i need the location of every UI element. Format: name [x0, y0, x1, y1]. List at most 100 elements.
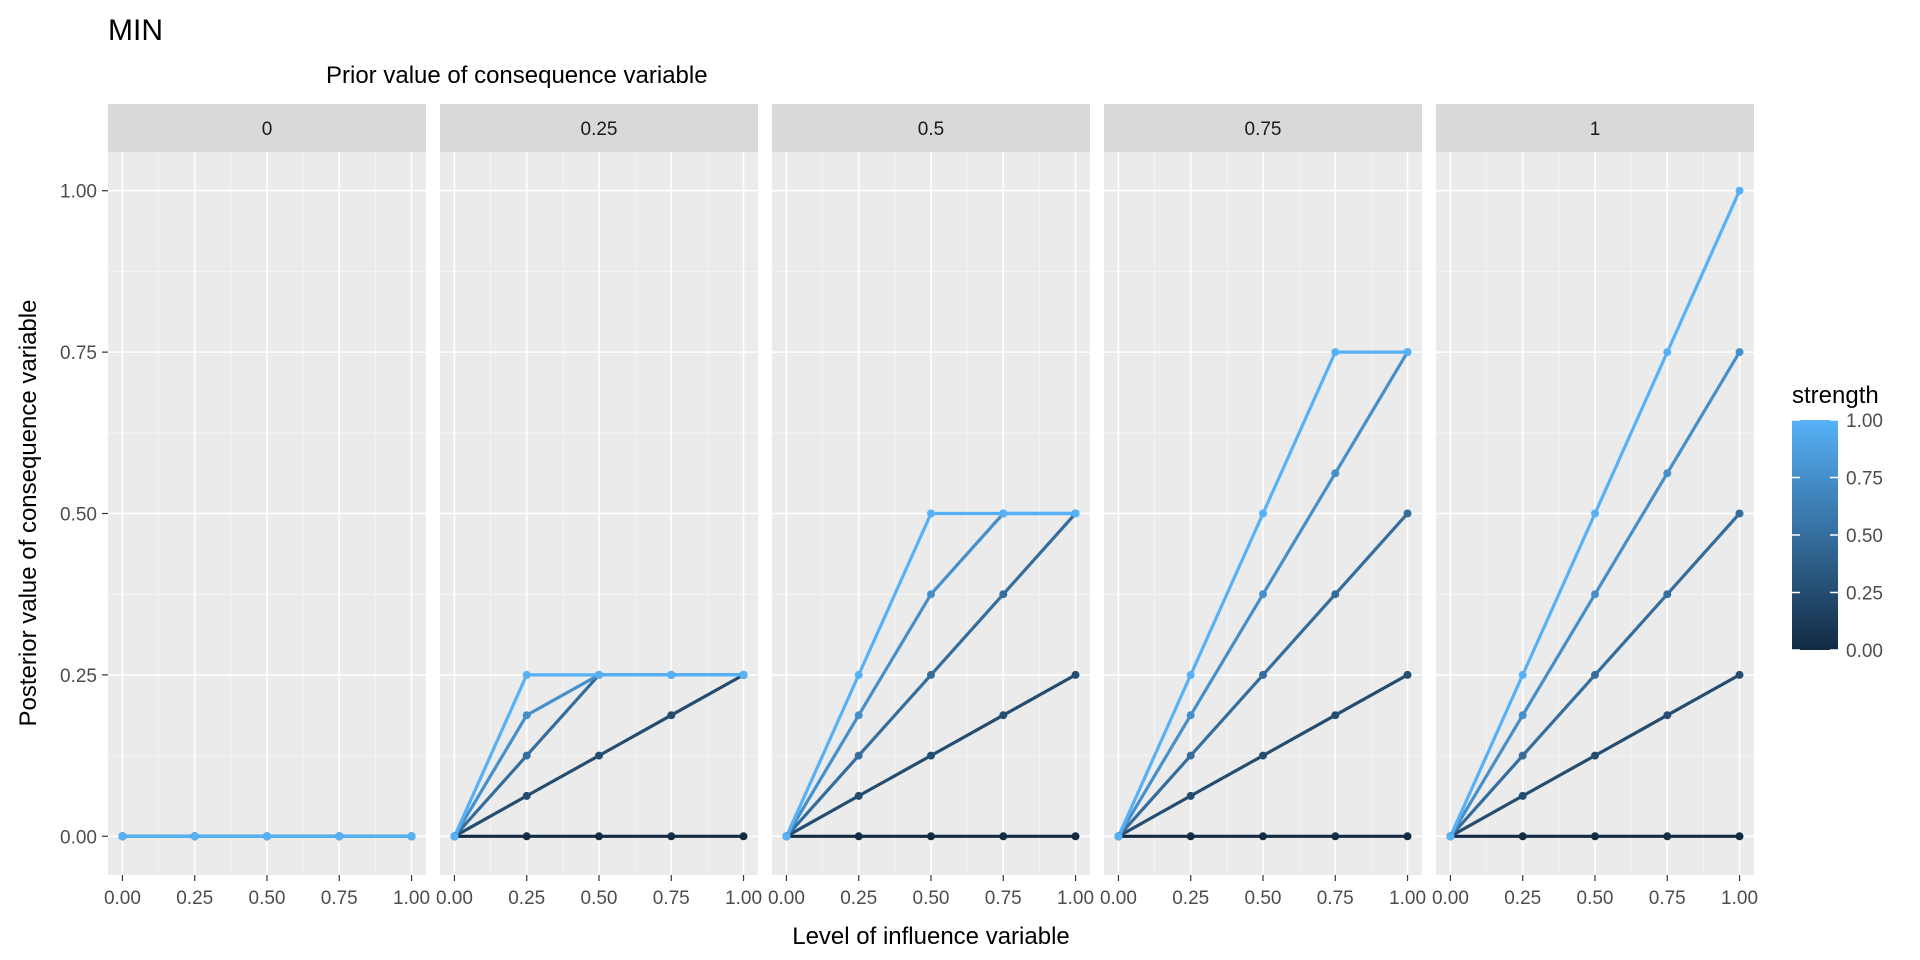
x-tick-label: 0.25: [508, 888, 545, 909]
data-point: [1186, 670, 1195, 679]
x-tick-label: 0.25: [1504, 888, 1541, 909]
data-point: [667, 670, 676, 679]
data-point: [1259, 509, 1267, 518]
facet-panels: 00.00 0.25 0.50 0.75 1.000.250.00 0.25 0.50 0.7…: [104, 104, 1758, 909]
facet-strip: [108, 104, 426, 152]
data-point: [854, 751, 863, 760]
x-tick-label: 0.50: [1245, 888, 1282, 909]
data-point: [1403, 348, 1412, 357]
data-point: [854, 670, 863, 679]
legend-tick-label: 0.75: [1846, 469, 1883, 490]
data-point: [1259, 751, 1267, 760]
data-point: [999, 832, 1008, 841]
data-point: [854, 791, 863, 800]
data-point: [1591, 832, 1599, 841]
y-tick-label: 0.00: [60, 827, 97, 848]
data-point: [263, 832, 271, 841]
data-point: [1591, 590, 1599, 599]
facet-strip: [1436, 104, 1754, 152]
data-point: [854, 832, 863, 841]
data-point: [450, 832, 459, 841]
data-point: [739, 832, 748, 841]
facet-panel: 0 0.00 0.25 0.50 0.75 1.00: [104, 104, 430, 909]
legend-tick-label: 0.50: [1846, 526, 1883, 547]
data-point: [1518, 711, 1527, 720]
data-point: [999, 590, 1008, 599]
y-tick-label: 0.25: [60, 666, 97, 687]
chart-title: MIN: [108, 14, 163, 47]
data-point: [667, 711, 676, 720]
data-point: [595, 670, 603, 679]
facet-panel: 0.25 0.00 0.25 0.50 0.75 1.00: [436, 104, 762, 909]
facet-strip: [1104, 104, 1422, 152]
x-tick-label: 0.50: [913, 888, 950, 909]
data-point: [522, 711, 531, 720]
legend-title: strength: [1792, 382, 1879, 409]
facet-strip-label: 0: [262, 119, 273, 140]
facet-strip-label: 0.5: [918, 119, 944, 140]
data-point: [1331, 832, 1340, 841]
data-point: [1331, 348, 1340, 357]
x-tick-label: 0.25: [176, 888, 213, 909]
data-point: [927, 509, 935, 518]
x-tick-label: 1.00: [393, 888, 430, 909]
data-point: [1663, 469, 1672, 478]
data-point: [1663, 348, 1672, 357]
data-point: [1591, 751, 1599, 760]
data-point: [1591, 670, 1599, 679]
x-tick-label: 1.00: [1721, 888, 1758, 909]
legend-tick-label: 0.25: [1846, 584, 1883, 605]
legend-tick-label: 1.00: [1846, 411, 1883, 432]
facet-strip: [440, 104, 758, 152]
data-point: [927, 590, 935, 599]
data-point: [1735, 509, 1744, 518]
data-point: [854, 711, 863, 720]
x-tick-label: 1.00: [725, 888, 762, 909]
data-point: [1331, 590, 1340, 599]
x-tick-label: 0.25: [1172, 888, 1209, 909]
y-tick-label: 1.00: [60, 182, 97, 203]
data-point: [1518, 832, 1527, 841]
data-point: [1186, 791, 1195, 800]
data-point: [999, 711, 1008, 720]
y-axis: 0.00 0.25 0.50 0.75 1.00: [60, 182, 108, 848]
data-point: [522, 751, 531, 760]
data-point: [927, 670, 935, 679]
legend-tick-label: 0.00: [1846, 641, 1883, 662]
data-point: [1663, 832, 1672, 841]
x-tick-label: 0.25: [840, 888, 877, 909]
data-point: [1403, 670, 1412, 679]
data-point: [1071, 832, 1080, 841]
x-tick-label: 0.50: [581, 888, 618, 909]
facet-panel: 1 0.00 0.25 0.50 0.75 1.00: [1432, 104, 1758, 909]
data-point: [595, 832, 603, 841]
data-point: [522, 832, 531, 841]
facet-strip: [772, 104, 1090, 152]
data-point: [1403, 832, 1412, 841]
data-point: [927, 751, 935, 760]
x-tick-label: 0.00: [1432, 888, 1469, 909]
data-point: [595, 751, 603, 760]
data-point: [1259, 832, 1267, 841]
data-point: [782, 832, 791, 841]
data-point: [1259, 590, 1267, 599]
facet-label: Prior value of consequence variable: [326, 62, 708, 89]
data-point: [1663, 711, 1672, 720]
data-point: [739, 670, 748, 679]
facet-strip-label: 0.25: [581, 119, 618, 140]
data-point: [1518, 791, 1527, 800]
facet-strip-label: 0.75: [1245, 119, 1282, 140]
legend: strength 1.00 0.75 0.50 0.25 0.00: [1792, 382, 1883, 662]
x-tick-label: 0.50: [249, 888, 286, 909]
data-point: [1071, 670, 1080, 679]
data-point: [1518, 751, 1527, 760]
data-point: [1331, 469, 1340, 478]
data-point: [335, 832, 344, 841]
y-tick-label: 0.50: [60, 505, 97, 526]
x-tick-label: 0.00: [768, 888, 805, 909]
facet-panel: 0.75 0.00 0.25 0.50 0.75 1.00: [1100, 104, 1426, 909]
facet-strip-label: 1: [1590, 119, 1601, 140]
data-point: [999, 509, 1008, 518]
data-point: [1591, 509, 1599, 518]
